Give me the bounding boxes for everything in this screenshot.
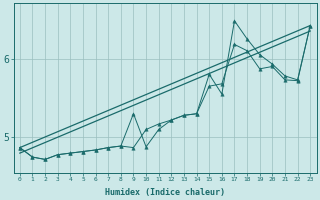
X-axis label: Humidex (Indice chaleur): Humidex (Indice chaleur) (105, 188, 225, 197)
